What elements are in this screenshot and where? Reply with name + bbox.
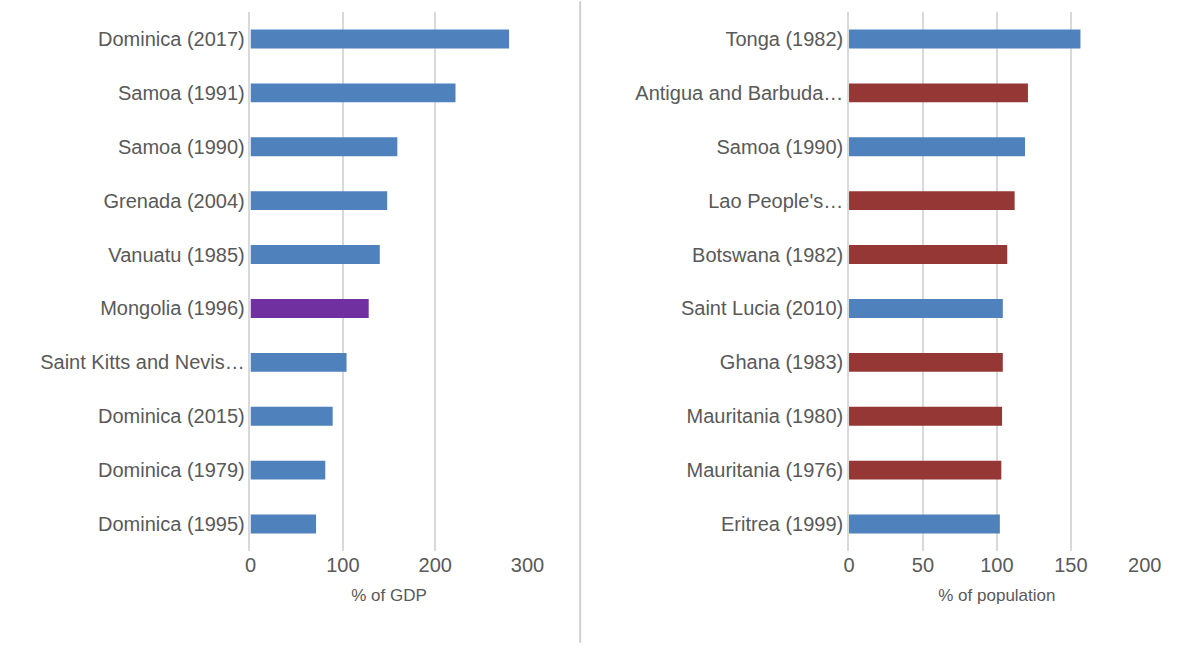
svg-text:Mauritania (1980): Mauritania (1980) (687, 405, 844, 427)
svg-text:0: 0 (245, 554, 256, 576)
svg-text:200: 200 (1128, 554, 1161, 576)
svg-text:Vanuatu (1985): Vanuatu (1985) (108, 244, 244, 266)
svg-text:% of population: % of population (938, 586, 1055, 605)
svg-text:100: 100 (980, 554, 1013, 576)
svg-text:Grenada (2004): Grenada (2004) (104, 190, 245, 212)
svg-text:Mauritania (1976): Mauritania (1976) (687, 459, 844, 481)
svg-text:Dominica (1995): Dominica (1995) (98, 513, 245, 535)
svg-text:Saint Kitts and Nevis…: Saint Kitts and Nevis… (40, 351, 245, 373)
svg-text:Ghana (1983): Ghana (1983) (720, 351, 843, 373)
svg-text:Dominica (2015): Dominica (2015) (98, 405, 245, 427)
svg-text:100: 100 (326, 554, 359, 576)
svg-text:Tonga (1982): Tonga (1982) (725, 28, 843, 50)
svg-text:0: 0 (843, 554, 854, 576)
svg-text:Botswana (1982): Botswana (1982) (692, 244, 843, 266)
svg-text:Saint Lucia (2010): Saint Lucia (2010) (681, 297, 843, 319)
svg-text:Mongolia (1996): Mongolia (1996) (100, 297, 245, 319)
svg-text:Antigua and Barbuda…: Antigua and Barbuda… (635, 82, 843, 104)
svg-text:50: 50 (912, 554, 934, 576)
svg-text:Samoa (1991): Samoa (1991) (118, 82, 245, 104)
svg-text:300: 300 (511, 554, 544, 576)
svg-text:Samoa (1990): Samoa (1990) (118, 136, 245, 158)
svg-text:Dominica (2017): Dominica (2017) (98, 28, 245, 50)
svg-text:Eritrea (1999): Eritrea (1999) (721, 513, 843, 535)
svg-text:% of GDP: % of GDP (351, 586, 427, 605)
svg-text:Lao People's…: Lao People's… (708, 190, 843, 212)
svg-text:150: 150 (1054, 554, 1087, 576)
svg-text:Samoa (1990): Samoa (1990) (717, 136, 844, 158)
svg-text:Dominica (1979): Dominica (1979) (98, 459, 245, 481)
svg-text:200: 200 (419, 554, 452, 576)
